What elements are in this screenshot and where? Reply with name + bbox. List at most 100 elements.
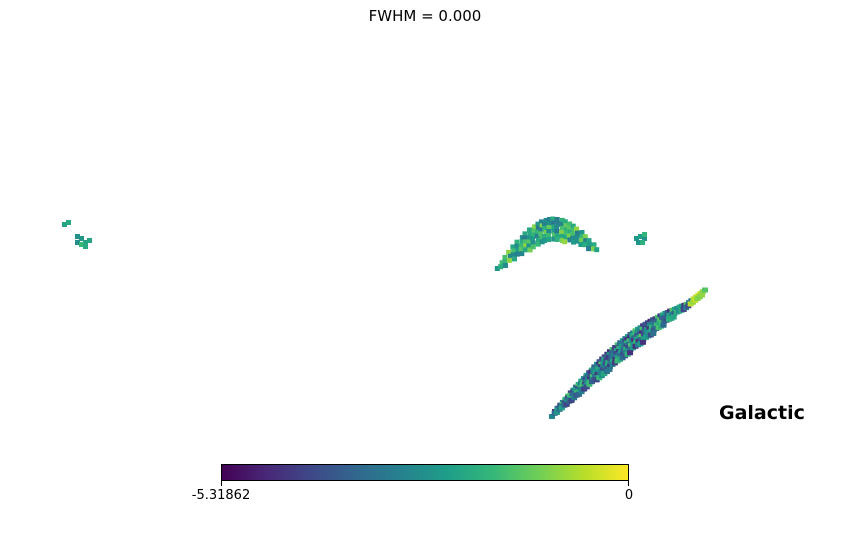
map-pixel — [511, 256, 517, 262]
map-pixel — [566, 225, 572, 231]
map-pixel — [660, 322, 667, 328]
map-pixel — [531, 228, 537, 234]
map-pixel — [502, 263, 508, 269]
map-pixel — [502, 255, 508, 261]
map-pixel — [546, 225, 552, 231]
coordinate-system-label: Galactic — [719, 402, 805, 424]
map-pixel — [62, 222, 67, 227]
map-pixel — [650, 330, 657, 336]
map-pixel — [563, 223, 569, 229]
map-pixel — [554, 228, 560, 234]
map-pixel — [546, 237, 552, 243]
map-pixel — [542, 221, 548, 227]
map-pixel — [558, 405, 565, 411]
map-pixel — [530, 236, 536, 242]
map-pixel — [527, 247, 533, 253]
map-pixel — [591, 242, 597, 248]
map-pixel — [586, 381, 593, 387]
map-pixel — [570, 231, 576, 237]
chart-title: FWHM = 0.000 — [368, 7, 482, 25]
map-pixel — [571, 395, 578, 401]
map-pixel — [79, 236, 84, 241]
map-pixel — [587, 242, 593, 248]
map-pixel — [510, 244, 516, 250]
map-pixel — [555, 220, 561, 226]
map-pixel — [567, 237, 573, 243]
map-pixel — [558, 229, 564, 235]
map-pixel — [567, 229, 573, 235]
map-pixel — [543, 229, 549, 235]
map-pixel — [83, 240, 88, 245]
map-pixel — [670, 314, 677, 320]
map-pixel — [563, 401, 570, 407]
map-pixel — [642, 232, 647, 237]
map-pixel — [586, 238, 592, 244]
map-pixel — [522, 231, 528, 237]
map-pixel — [582, 234, 588, 240]
map-pixel — [550, 216, 556, 222]
map-pixel — [563, 231, 569, 237]
map-pixel — [506, 257, 512, 263]
map-pixel — [511, 248, 517, 254]
map-pixel — [562, 219, 568, 225]
map-pixel — [522, 247, 528, 253]
map-pixel — [559, 225, 565, 231]
map-pixel — [551, 224, 557, 230]
map-pixel — [553, 409, 560, 415]
map-pixel — [535, 221, 541, 227]
map-pixel — [562, 239, 568, 245]
map-pixel — [571, 239, 577, 245]
map-pixel — [554, 224, 560, 230]
map-pixel — [575, 238, 581, 244]
map-pixel — [539, 235, 545, 241]
map-pixel — [542, 233, 548, 239]
map-pixel — [519, 239, 525, 245]
colorbar-min-label: -5.31862 — [191, 488, 251, 503]
map-pixel — [498, 264, 504, 270]
map-pixel — [550, 220, 556, 226]
map-pixel — [574, 234, 580, 240]
map-pixel — [575, 230, 581, 236]
map-pixel — [702, 287, 708, 293]
map-pixel — [636, 240, 641, 245]
map-pixel — [502, 259, 508, 265]
map-pixel — [567, 221, 573, 227]
map-pixel — [563, 227, 569, 233]
map-pixel — [546, 229, 552, 235]
map-pixel — [510, 252, 516, 258]
map-pixel — [555, 232, 561, 238]
map-pixel — [639, 339, 646, 345]
map-pixel — [526, 235, 532, 241]
map-pixel — [538, 219, 544, 225]
map-pixel — [583, 238, 589, 244]
map-pixel — [514, 243, 520, 249]
map-pixel — [638, 234, 643, 239]
map-pixel — [527, 231, 533, 237]
colorbar-tick-min — [221, 481, 222, 486]
map-pixel — [518, 243, 524, 249]
map-pixel — [538, 227, 544, 233]
map-pixel — [522, 235, 528, 241]
map-pixel — [543, 217, 549, 223]
map-pixel — [642, 236, 647, 241]
map-pixel — [554, 216, 560, 222]
map-pixel — [546, 233, 552, 239]
map-pixel — [559, 217, 565, 223]
map-pixel — [575, 391, 582, 397]
map-pixel — [566, 233, 572, 239]
map-pixel — [535, 225, 541, 231]
map-pixel — [530, 240, 536, 246]
map-pixel — [523, 243, 529, 249]
map-pixel — [546, 221, 552, 227]
map-pixel — [549, 414, 555, 419]
map-pixel — [526, 243, 532, 249]
map-pixel — [582, 242, 588, 248]
map-pixel — [515, 247, 521, 253]
map-pixel — [574, 226, 580, 232]
map-pixel — [551, 232, 557, 238]
map-pixel — [699, 292, 705, 298]
map-pixel — [606, 366, 613, 372]
map-pixel — [526, 227, 532, 233]
map-pixel — [546, 217, 552, 223]
map-pixel — [499, 260, 505, 266]
